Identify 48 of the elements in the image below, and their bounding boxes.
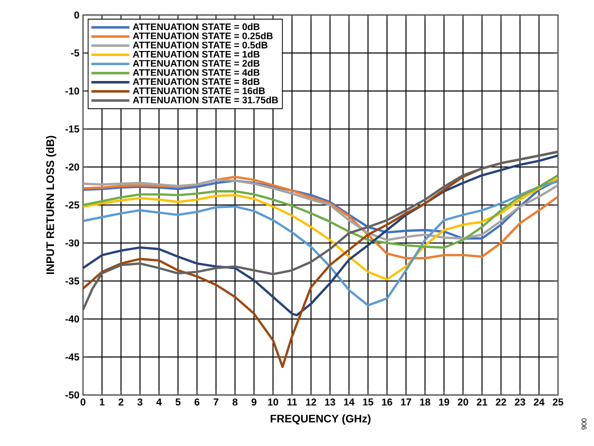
y-tick-label: -40 (65, 315, 80, 323)
y-tick-label: -35 (65, 277, 80, 285)
x-tick-label: 21 (476, 398, 488, 406)
x-tick-label: 11 (287, 398, 297, 406)
legend-label: ATTENUATION STATE = 4dB (132, 68, 260, 76)
x-tick-label: 14 (344, 398, 354, 406)
x-tick-label: 16 (382, 398, 392, 406)
x-tick-label: 6 (194, 398, 200, 406)
x-tick-label: 9 (252, 398, 256, 406)
y-tick-label: -5 (71, 50, 80, 56)
x-tick-label: 0 (80, 398, 86, 406)
y-axis-title: INPUT RETURN LOSS (dB) (46, 136, 56, 274)
x-tick-label: 4 (156, 398, 162, 406)
legend-label: ATTENUATION STATE = 16dB (132, 87, 265, 94)
y-tick-label: -25 (65, 201, 80, 209)
legend-label: ATTENUATION STATE = 0.5dB (132, 41, 268, 48)
x-tick-label: 15 (363, 398, 374, 406)
x-tick-label: 8 (232, 398, 238, 406)
legend-label: ATTENUATION STATE = 0dB (132, 23, 260, 30)
x-axis-title: FREQUENCY (GHz) (270, 414, 370, 425)
legend-label: ATTENUATION STATE = 8dB (132, 78, 260, 86)
y-tick-label: -30 (65, 239, 80, 247)
x-tick-label: 20 (458, 398, 468, 406)
x-tick-label: 13 (325, 398, 336, 406)
y-tick-label: 0 (74, 11, 80, 19)
x-tick-label: 22 (496, 398, 506, 406)
x-tick-label: 5 (176, 398, 181, 406)
x-tick-label: 1 (100, 398, 105, 406)
x-tick-label: 3 (137, 398, 142, 406)
x-tick-label: 25 (552, 398, 564, 406)
y-tick-label: -10 (65, 87, 80, 95)
y-tick-label: -15 (65, 126, 80, 132)
x-tick-label: 7 (214, 398, 218, 406)
x-tick-label: 2 (118, 398, 124, 406)
legend-label: ATTENUATION STATE = 31.75dB (132, 96, 278, 104)
x-tick-label: 12 (306, 398, 316, 406)
x-tick-label: 17 (401, 398, 412, 406)
x-tick-label: 19 (439, 398, 450, 406)
y-tick-label: -20 (65, 163, 80, 171)
y-tick-label: -50 (65, 391, 80, 399)
x-tick-label: 23 (514, 398, 526, 406)
legend-label: ATTENUATION STATE = 2dB (132, 60, 260, 67)
legend-label: ATTENUATION STATE = 0.25dB (132, 32, 273, 40)
x-tick-label: 18 (420, 398, 430, 406)
x-tick-label: 24 (534, 398, 544, 406)
x-tick-label: 10 (268, 398, 278, 406)
y-tick-label: -45 (65, 354, 80, 360)
legend-label: ATTENUATION STATE = 1dB (132, 50, 260, 58)
